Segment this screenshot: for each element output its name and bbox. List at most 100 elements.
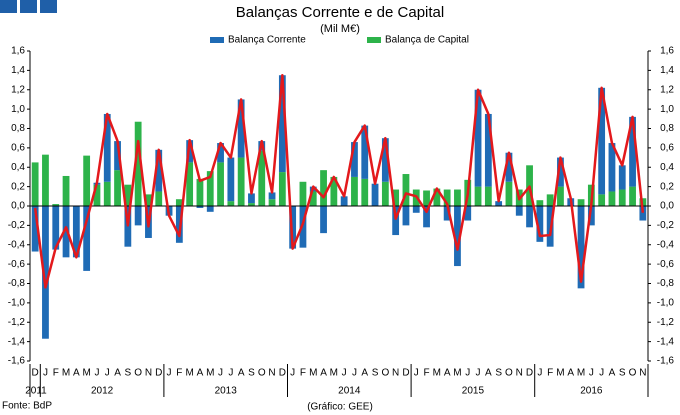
x-tick-label: S (495, 368, 502, 379)
x-tick-label: F (176, 368, 182, 379)
bar (536, 200, 544, 206)
bar (629, 116, 636, 187)
y2-tick-label: -0,2 (657, 220, 675, 231)
y-tick-label: 1,4 (11, 65, 25, 76)
y-tick-label: -0,4 (8, 239, 26, 250)
bar (103, 181, 111, 206)
y-tick-label: -1,6 (8, 356, 26, 367)
x-tick-label: F (53, 368, 59, 379)
x-tick-label: A (609, 368, 616, 379)
x-tick-label: F (300, 368, 306, 379)
bar (618, 189, 626, 206)
x-tick-label: J (476, 368, 481, 379)
bar (237, 99, 245, 158)
x-tick-label: O (258, 368, 266, 379)
x-tick-label: A (238, 368, 245, 379)
bar (52, 206, 60, 250)
x-tick-label: A (197, 368, 204, 379)
bar (320, 206, 327, 234)
bar (31, 206, 39, 252)
bar (515, 206, 523, 216)
y-tick-label: 0,8 (11, 123, 25, 134)
bar (464, 206, 472, 221)
bar (392, 189, 400, 206)
x-tick-label: J (352, 368, 357, 379)
bar (278, 75, 286, 173)
x-tick-label: O (505, 368, 513, 379)
bar (299, 206, 307, 248)
bar (381, 181, 389, 206)
legend-label: Balança Corrente (228, 35, 306, 46)
x-tick-label: N (268, 368, 275, 379)
x-tick-label: D (402, 368, 409, 379)
x-tick-label: N (516, 368, 523, 379)
x-tick-label: A (361, 368, 368, 379)
y-tick-label: -1,0 (8, 298, 26, 309)
bar (505, 181, 513, 206)
x-tick-label: M (62, 368, 70, 379)
y-tick-label: 0,6 (11, 143, 25, 154)
bar (443, 206, 451, 221)
x-tick-label: F (547, 368, 553, 379)
bar (114, 170, 121, 206)
bar (217, 162, 224, 206)
bar (320, 170, 327, 206)
bar (237, 157, 245, 206)
bar (83, 155, 91, 206)
x-tick-label: J (290, 368, 295, 379)
x-tick-label: A (444, 368, 451, 379)
bar (629, 186, 636, 206)
x-tick-label: M (309, 368, 317, 379)
bar (557, 157, 564, 187)
x-tick-label: N (145, 368, 152, 379)
y2-tick-label: 1,0 (660, 104, 674, 115)
x-group-label: 2015 (462, 386, 485, 397)
bar (484, 186, 492, 206)
x-tick-label: M (330, 368, 338, 379)
bar (268, 199, 276, 206)
x-tick-label: S (372, 368, 379, 379)
y2-tick-label: -0,4 (657, 239, 675, 250)
bar (351, 142, 358, 177)
y2-tick-label: 1,2 (660, 84, 674, 95)
x-tick-label: D (526, 368, 533, 379)
y-tick-label: 1,6 (11, 46, 25, 57)
bar (330, 176, 338, 206)
y-tick-label: 1,2 (11, 84, 25, 95)
bar (134, 206, 142, 226)
y-tick-label: -0,2 (8, 220, 26, 231)
total-line (33, 73, 645, 289)
x-tick-label: A (73, 368, 80, 379)
bar (536, 206, 544, 242)
legend-swatch (210, 37, 224, 43)
bar (42, 154, 49, 206)
bar (443, 189, 451, 206)
bar (340, 196, 348, 206)
x-tick-label: J (465, 368, 470, 379)
bar (474, 89, 482, 187)
source: Fonte: BdP (2, 401, 52, 412)
bar (103, 113, 111, 182)
bar (474, 186, 482, 206)
bar (423, 206, 430, 228)
y-tick-label: -0,8 (8, 278, 26, 289)
bar (495, 201, 503, 206)
y2-tick-label: 1,4 (660, 65, 674, 76)
chart-subtitle: (Mil M€) (320, 23, 360, 35)
x-tick-label: S (125, 368, 132, 379)
y-tick-label: 1,0 (11, 104, 25, 115)
bar (31, 162, 39, 206)
bar (392, 206, 400, 236)
x-group-label: 2011 (25, 386, 47, 397)
x-tick-label: J (599, 368, 604, 379)
x-tick-label: D (279, 368, 286, 379)
bar (206, 206, 214, 212)
y-tick-label: 0,2 (11, 181, 25, 192)
x-tick-label: D (32, 368, 39, 379)
chart-title: Balanças Corrente e de Capital (236, 4, 444, 21)
bar (526, 206, 533, 228)
bar (608, 143, 616, 192)
y2-tick-label: -1,4 (657, 336, 675, 347)
bar (557, 186, 564, 206)
